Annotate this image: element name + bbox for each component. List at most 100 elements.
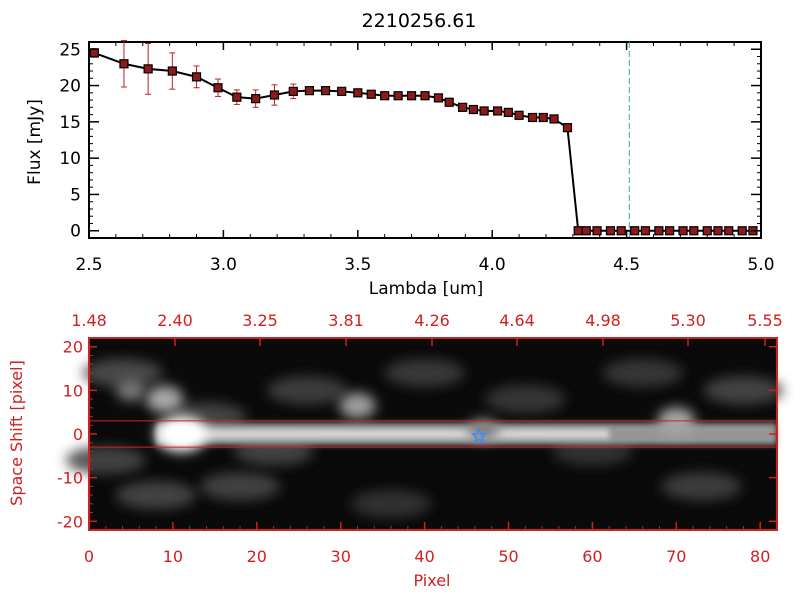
flux-point bbox=[640, 226, 651, 236]
background-noise-patch bbox=[384, 358, 465, 387]
spectrum-x-tick-label: 4.0 bbox=[479, 255, 506, 275]
image-y-label: Space Shift [pixel] bbox=[7, 360, 26, 506]
image-top-tick-label: 3.81 bbox=[328, 311, 364, 330]
flux-point bbox=[689, 226, 699, 236]
brightest-source-core bbox=[169, 426, 194, 442]
flux-point bbox=[191, 72, 202, 82]
background-noise-patch bbox=[485, 385, 566, 414]
flux-point bbox=[393, 91, 403, 101]
flux-point bbox=[616, 226, 626, 236]
spectrum-plot: 2.5 3.0 3.5 4.0 4.5 5.0 0 5 10 15 20 25 bbox=[59, 40, 775, 275]
spectrum-image-panel: 0 10 20 30 40 50 60 70 80 -20 -10 0 10 20 1.48 2.40 3.… bbox=[57, 311, 784, 566]
spectrum-x-tick-label: 4.5 bbox=[613, 255, 640, 275]
image-y-tick-label: -20 bbox=[57, 512, 83, 531]
star-shape bbox=[470, 427, 488, 444]
flux-point bbox=[380, 91, 390, 101]
spectrum-y-tick-label: 0 bbox=[70, 222, 81, 242]
flux-point bbox=[458, 102, 468, 112]
bright-source bbox=[467, 418, 499, 442]
spectrum-x-tick-label: 5.0 bbox=[747, 255, 774, 275]
image-y-tick-label: 20 bbox=[63, 338, 83, 357]
flux-point bbox=[337, 86, 347, 96]
image-top-tick-label: 4.64 bbox=[499, 311, 535, 330]
flux-point bbox=[492, 106, 503, 116]
flux-point bbox=[581, 226, 591, 236]
spectrum-y-tick-label: 15 bbox=[59, 113, 81, 133]
flux-point bbox=[288, 86, 298, 96]
flux-point bbox=[724, 226, 734, 236]
image-x-tick-label: 10 bbox=[163, 547, 183, 566]
flux-point bbox=[654, 226, 664, 236]
flux-point bbox=[630, 226, 640, 236]
flux-point bbox=[592, 226, 602, 236]
flux-point bbox=[573, 226, 583, 236]
background-noise-patch bbox=[65, 446, 146, 475]
flux-point bbox=[366, 89, 376, 99]
image-top-tick-label: 4.26 bbox=[414, 311, 450, 330]
flux-point bbox=[304, 86, 315, 96]
flux-point bbox=[527, 112, 538, 123]
image-y-tick-label: -10 bbox=[57, 469, 83, 488]
flux-error-bars bbox=[91, 40, 571, 131]
background-noise-patch bbox=[82, 358, 163, 387]
flux-point bbox=[702, 226, 712, 236]
flux-point bbox=[514, 110, 524, 120]
spectrum-y-tick-label: 10 bbox=[59, 149, 81, 169]
image-y-ticks: -20 -10 0 10 20 bbox=[57, 337, 777, 531]
spectrum-y-ticks: 0 5 10 15 20 25 bbox=[59, 40, 761, 242]
spectrum-y-label: Flux [mJy] bbox=[25, 99, 45, 185]
flux-point bbox=[320, 86, 331, 96]
image-x-ticks: 0 10 20 30 40 50 60 70 80 bbox=[84, 522, 778, 566]
image-x-tick-label: 30 bbox=[331, 547, 351, 566]
flux-point bbox=[89, 48, 99, 58]
flux-point bbox=[665, 226, 675, 236]
image-x-tick-label: 20 bbox=[247, 547, 267, 566]
flux-point bbox=[468, 104, 478, 115]
flux-point bbox=[433, 93, 444, 103]
flux-point bbox=[737, 226, 747, 236]
image-x-tick-label: 0 bbox=[84, 547, 94, 566]
spectrum-title: 2210256.61 bbox=[362, 10, 477, 32]
source-position-star-icon bbox=[470, 427, 488, 444]
flux-point bbox=[143, 64, 153, 74]
flux-point bbox=[353, 88, 363, 98]
spectrum-x-tick-label: 3.5 bbox=[344, 255, 371, 275]
flux-point bbox=[713, 226, 723, 236]
image-top-tick-label: 1.48 bbox=[71, 311, 107, 330]
flux-point bbox=[119, 59, 129, 69]
image-top-tick-label: 4.98 bbox=[585, 311, 621, 330]
flux-point bbox=[538, 112, 548, 123]
spectrum-y-tick-label: 20 bbox=[59, 77, 81, 97]
spectrum-y-tick-label: 25 bbox=[59, 40, 81, 60]
flux-point bbox=[503, 107, 513, 118]
image-top-tick-label: 2.40 bbox=[157, 311, 193, 330]
flux-point bbox=[213, 83, 223, 93]
image-x-label: Pixel bbox=[413, 571, 450, 590]
image-x-tick-label: 50 bbox=[498, 547, 518, 566]
flux-point bbox=[479, 106, 489, 116]
image-x-tick-label: 70 bbox=[666, 547, 686, 566]
flux-point bbox=[562, 123, 573, 133]
flux-point bbox=[605, 226, 616, 236]
image-y-tick-label: 0 bbox=[73, 425, 83, 444]
flux-point bbox=[269, 90, 280, 100]
image-top-wavelength-ticks: 1.48 2.40 3.25 3.81 4.26 4.64 4.98 5.30 5.55 bbox=[71, 311, 783, 346]
image-y-tick-label: 10 bbox=[63, 381, 83, 400]
background-noise-patch bbox=[267, 376, 348, 405]
bright-source bbox=[339, 392, 376, 419]
background-noise-patch bbox=[703, 376, 784, 405]
spectrum-y-tick-label: 5 bbox=[70, 185, 81, 205]
flux-markers bbox=[89, 48, 758, 236]
spectrum-x-tick-label: 3.0 bbox=[210, 255, 237, 275]
background-noise-patch bbox=[602, 358, 683, 387]
background-noise-patch bbox=[116, 481, 197, 510]
flux-point bbox=[406, 91, 417, 101]
background-noise-patch bbox=[661, 472, 742, 501]
flux-point bbox=[678, 226, 688, 236]
background-noise-patch bbox=[351, 489, 432, 518]
background-noise-patch bbox=[200, 472, 281, 501]
image-top-tick-label: 5.30 bbox=[670, 311, 706, 330]
spectrum-x-ticks: 2.5 3.0 3.5 4.0 4.5 5.0 bbox=[75, 42, 775, 275]
flux-point bbox=[167, 66, 177, 76]
